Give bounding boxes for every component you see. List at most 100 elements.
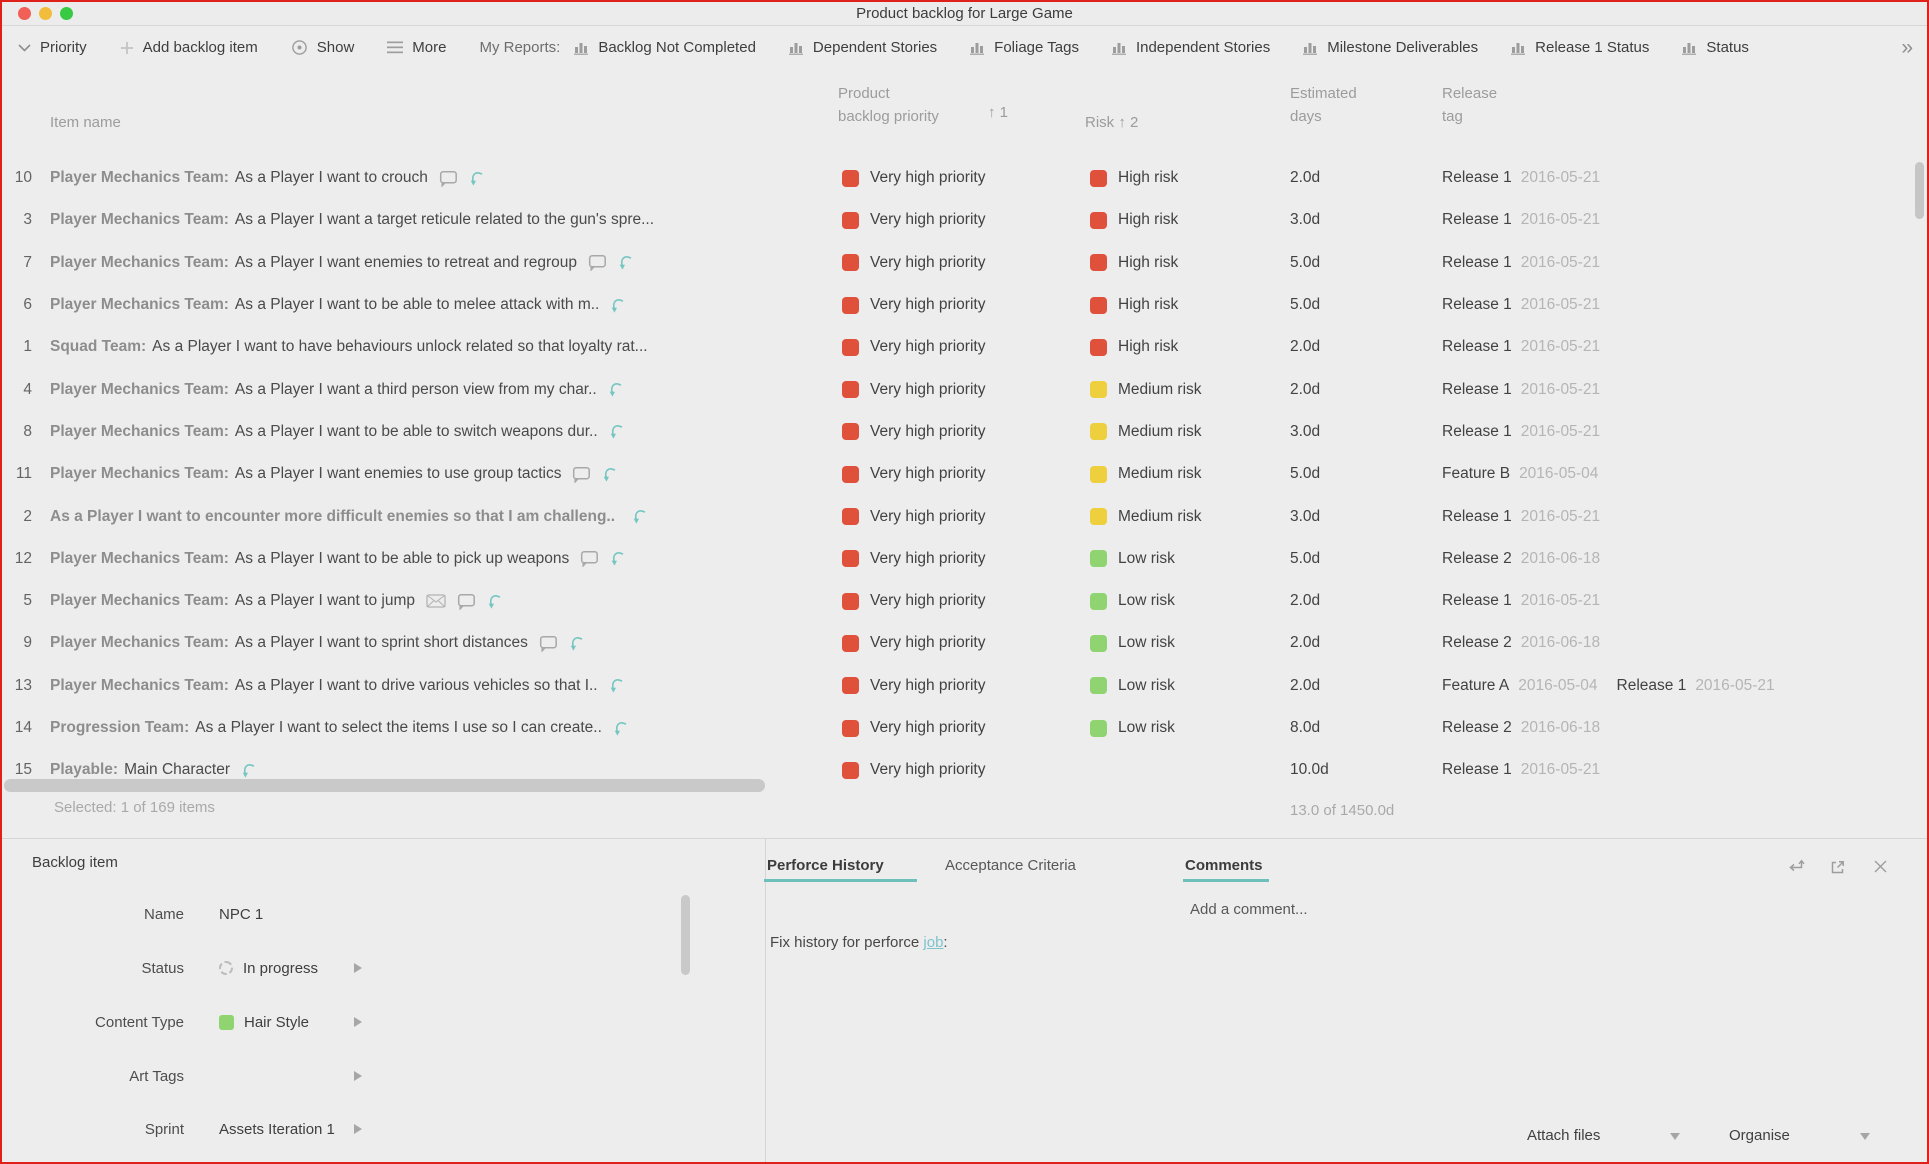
priority-label: Very high priority: [870, 253, 986, 271]
item-prefix: Player Mechanics Team:: [50, 380, 229, 398]
col-risk[interactable]: Risk ↑ 2: [1085, 114, 1139, 131]
report-dependent-stories[interactable]: Dependent Stories: [788, 39, 937, 56]
horizontal-scrollbar[interactable]: [4, 779, 765, 792]
name-value[interactable]: NPC 1: [219, 905, 264, 923]
release-cell: Release 2 2016-06-18: [1442, 719, 1619, 737]
release-date: 2016-05-21: [1520, 422, 1601, 440]
col-product-backlog-priority[interactable]: Product backlog priority: [838, 85, 939, 125]
content-type-value[interactable]: Hair Style: [244, 1013, 310, 1031]
table-row[interactable]: 15 Playable: Main Character Very high pr…: [2, 749, 1927, 791]
table-row[interactable]: 13 Player Mechanics Team: As a Player I …: [2, 665, 1927, 707]
table-row[interactable]: 5 Player Mechanics Team: As a Player I w…: [2, 580, 1927, 622]
zoom-window-button[interactable]: [60, 7, 73, 20]
linked-arrow-icon: [608, 381, 623, 398]
table-row[interactable]: 11 Player Mechanics Team: As a Player I …: [2, 453, 1927, 495]
dropdown-chevron-icon[interactable]: [1860, 1133, 1870, 1140]
estimate-value: 2.0d: [1290, 676, 1321, 694]
table-row[interactable]: 14 Progression Team: As a Player I want …: [2, 707, 1927, 749]
external-link-icon[interactable]: [1829, 859, 1846, 876]
add-comment-input[interactable]: Add a comment...: [1190, 901, 1308, 918]
report-foliage-tags[interactable]: Foliage Tags: [970, 39, 1079, 56]
item-name-cell: Player Mechanics Team: As a Player I wan…: [50, 634, 814, 652]
close-window-button[interactable]: [18, 7, 31, 20]
add-backlog-item-button[interactable]: Add backlog item: [120, 39, 258, 56]
risk-label: High risk: [1118, 211, 1179, 229]
priority-label: Very high priority: [870, 380, 986, 398]
sprint-value[interactable]: Assets Iteration 1: [219, 1120, 335, 1138]
estimate-value: 2.0d: [1290, 169, 1321, 187]
report-independent-stories[interactable]: Independent Stories: [1111, 39, 1270, 56]
row-number: 15: [14, 761, 32, 779]
col-item-name[interactable]: Item name: [50, 114, 121, 131]
minimize-window-button[interactable]: [39, 7, 52, 20]
table-row[interactable]: 3 Player Mechanics Team: As a Player I w…: [2, 199, 1927, 241]
report-backlog-not-completed[interactable]: Backlog Not Completed: [574, 39, 756, 56]
expand-arrow-icon[interactable]: [354, 1071, 362, 1081]
tab-acceptance-criteria[interactable]: Acceptance Criteria: [945, 857, 1076, 874]
priority-sort-indicator[interactable]: ↑ 1: [988, 104, 1009, 121]
priority-sort-button[interactable]: Priority: [18, 39, 87, 56]
toolbar: Priority Add backlog item Show More My R…: [2, 27, 1927, 68]
table-row[interactable]: 12 Player Mechanics Team: As a Player I …: [2, 538, 1927, 580]
perforce-history-line: Fix history for perforce job:: [770, 934, 948, 951]
table-vertical-scrollbar[interactable]: [1915, 162, 1924, 219]
risk-cell: Medium risk: [1090, 381, 1202, 399]
table-row[interactable]: 4 Player Mechanics Team: As a Player I w…: [2, 368, 1927, 410]
release-cell: Release 1 2016-05-21: [1442, 423, 1619, 441]
item-text: As a Player I want to jump: [234, 592, 415, 610]
field-label: Art Tags: [129, 1067, 184, 1085]
report-status[interactable]: Status: [1682, 39, 1749, 56]
estimate-value: 8.0d: [1290, 719, 1321, 736]
row-number: 7: [23, 253, 32, 271]
table-row[interactable]: 2 As a Player I want to encounter more d…: [2, 495, 1927, 537]
row-number: 8: [23, 422, 32, 440]
dropdown-chevron-icon[interactable]: [1670, 1133, 1680, 1140]
item-text: As a Player I want to crouch: [234, 169, 428, 187]
expand-arrow-icon[interactable]: [354, 963, 362, 973]
risk-cell: High risk: [1090, 211, 1178, 229]
table-row[interactable]: 1 Squad Team: As a Player I want to have…: [2, 326, 1927, 368]
plus-icon: [120, 41, 134, 55]
col-release-tag[interactable]: Release tag: [1442, 85, 1498, 125]
risk-swatch: [1090, 465, 1107, 483]
report-milestone-deliverables[interactable]: Milestone Deliverables: [1303, 39, 1478, 56]
estimate-value: 5.0d: [1290, 549, 1321, 567]
release-date: 2016-05-21: [1520, 211, 1601, 229]
status-value[interactable]: In progress: [243, 959, 319, 977]
item-prefix: Player Mechanics Team:: [50, 211, 229, 229]
detail-vertical-scrollbar[interactable]: [681, 895, 690, 975]
table-row[interactable]: 10 Player Mechanics Team: As a Player I …: [2, 157, 1927, 199]
risk-swatch: [1090, 338, 1107, 356]
close-icon[interactable]: [1873, 859, 1888, 874]
priority-swatch: [842, 508, 859, 526]
table-row[interactable]: 9 Player Mechanics Team: As a Player I w…: [2, 622, 1927, 664]
organise-button[interactable]: Organise: [1729, 1127, 1790, 1144]
col-estimated-days[interactable]: Estimated days: [1290, 85, 1357, 125]
tab-perforce-history[interactable]: Perforce History: [767, 857, 884, 874]
priority-swatch: [842, 465, 859, 483]
priority-cell: Very high priority: [842, 508, 985, 526]
table-row[interactable]: 8 Player Mechanics Team: As a Player I w…: [2, 411, 1927, 453]
show-button[interactable]: Show: [291, 39, 354, 56]
job-link[interactable]: job: [923, 934, 944, 951]
overflow-chevrons-icon[interactable]: »: [1901, 35, 1913, 59]
item-text: As a Player I want a target reticule rel…: [234, 211, 655, 229]
risk-label: High risk: [1118, 169, 1179, 187]
expand-arrow-icon[interactable]: [354, 1017, 362, 1027]
spinner-icon: [219, 961, 233, 975]
risk-swatch: [1090, 634, 1107, 652]
dock-arrow-icon[interactable]: [1786, 859, 1805, 874]
expand-arrow-icon[interactable]: [354, 1124, 362, 1134]
table-row[interactable]: 6 Player Mechanics Team: As a Player I w…: [2, 284, 1927, 326]
more-button[interactable]: More: [387, 39, 446, 56]
table-row[interactable]: 7 Player Mechanics Team: As a Player I w…: [2, 242, 1927, 284]
risk-cell: Medium risk: [1090, 465, 1202, 483]
release-date: 2016-05-21: [1520, 380, 1601, 398]
risk-swatch: [1090, 592, 1107, 610]
titlebar: Product backlog for Large Game: [2, 2, 1927, 26]
attach-files-button[interactable]: Attach files: [1527, 1127, 1601, 1144]
report-release-1-status[interactable]: Release 1 Status: [1511, 39, 1649, 56]
release-name: Release 1: [1442, 592, 1512, 610]
priority-label: Very high priority: [870, 296, 986, 314]
priority-label: Very high priority: [870, 169, 986, 187]
